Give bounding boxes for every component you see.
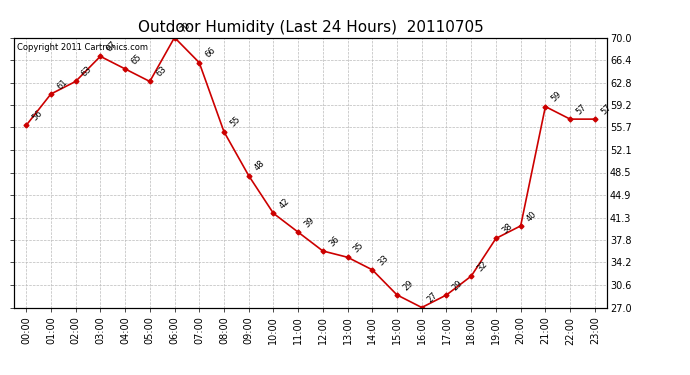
Text: 38: 38 xyxy=(500,222,514,236)
Text: 65: 65 xyxy=(129,52,143,66)
Text: 59: 59 xyxy=(549,90,563,104)
Text: 32: 32 xyxy=(475,260,489,273)
Text: 40: 40 xyxy=(525,209,539,223)
Text: 36: 36 xyxy=(327,234,341,248)
Text: 33: 33 xyxy=(377,253,391,267)
Text: 57: 57 xyxy=(599,102,613,116)
Text: 27: 27 xyxy=(426,291,440,305)
Text: 67: 67 xyxy=(104,40,119,54)
Text: 63: 63 xyxy=(80,65,94,79)
Text: 57: 57 xyxy=(574,102,588,116)
Text: 29: 29 xyxy=(401,278,415,292)
Text: 35: 35 xyxy=(352,241,366,255)
Text: 63: 63 xyxy=(154,65,168,79)
Title: Outdoor Humidity (Last 24 Hours)  20110705: Outdoor Humidity (Last 24 Hours) 2011070… xyxy=(137,20,484,35)
Text: 70: 70 xyxy=(179,21,193,35)
Text: 56: 56 xyxy=(30,109,44,123)
Text: 48: 48 xyxy=(253,159,267,173)
Text: 29: 29 xyxy=(451,278,464,292)
Text: Copyright 2011 Cartronics.com: Copyright 2011 Cartronics.com xyxy=(17,43,148,52)
Text: 61: 61 xyxy=(55,77,69,91)
Text: 39: 39 xyxy=(302,216,316,229)
Text: 66: 66 xyxy=(204,46,217,60)
Text: 55: 55 xyxy=(228,115,242,129)
Text: 42: 42 xyxy=(277,197,291,210)
